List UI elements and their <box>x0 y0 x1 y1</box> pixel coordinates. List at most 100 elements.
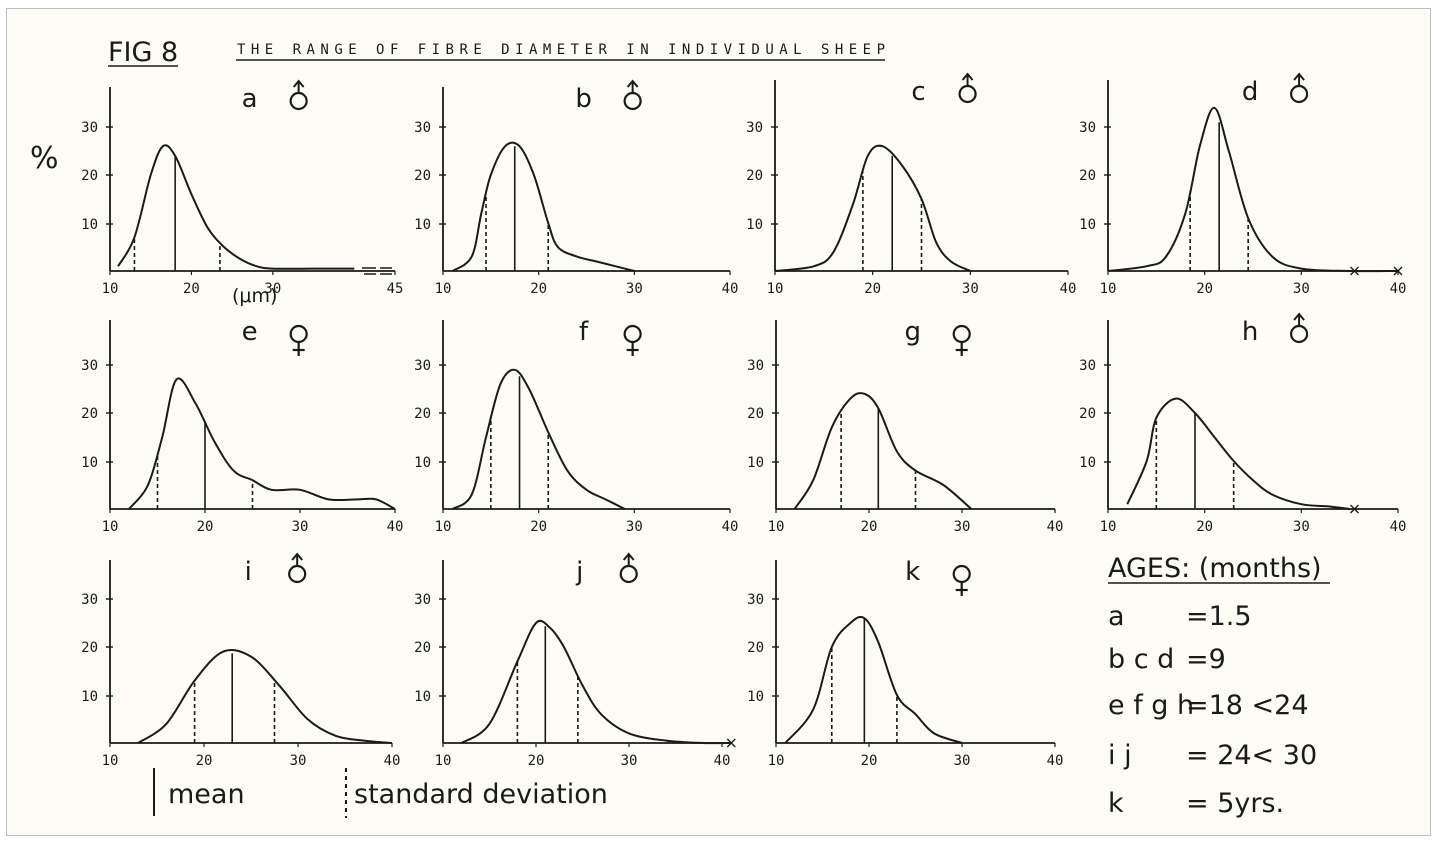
age-value-ij: = 24< 30 <box>1186 740 1317 771</box>
y-tick-label-h-30: 30 <box>1079 358 1096 374</box>
sex-symbol-e <box>289 324 308 356</box>
x-tick-label-e-30: 30 <box>292 519 309 535</box>
sex-symbol-b <box>623 79 642 111</box>
panel-group: 10 20 30 10 20 30 45 a 10 20 30 10 20 30 40 b 10 20 30 10 20… <box>81 72 1407 769</box>
x-tick-label-g-30: 30 <box>954 519 971 535</box>
panel-e: 10 20 30 10 20 30 40 e <box>81 317 403 535</box>
x-tick-label-c-30: 30 <box>962 281 979 297</box>
y-tick-label-j-20: 20 <box>414 640 431 656</box>
y-tick-label-b-30: 30 <box>414 120 431 136</box>
sex-circle-f <box>623 324 642 344</box>
panel-letter-a: a <box>242 84 258 114</box>
x-tick-label-b-40: 40 <box>722 281 739 297</box>
age-value-efgh: =18 <24 <box>1186 690 1309 721</box>
panel-d: 10 20 30 10 20 30 40 d <box>1079 72 1407 297</box>
y-tick-label-i-10: 10 <box>81 689 98 705</box>
distribution-curve-i <box>137 649 393 744</box>
panel-f: 10 20 30 10 20 30 40 f <box>414 317 738 535</box>
panel-letter-b: b <box>575 84 592 114</box>
sex-symbol-g <box>952 324 971 356</box>
x-tick-label-a-20: 20 <box>183 281 200 297</box>
y-tick-label-g-10: 10 <box>747 455 764 471</box>
legend-sd-label: standard deviation <box>354 779 608 810</box>
y-tick-label-b-10: 10 <box>414 217 431 233</box>
x-tick-label-k-20: 20 <box>861 753 878 769</box>
x-tick-label-e-20: 20 <box>197 519 214 535</box>
x-tick-label-f-30: 30 <box>626 519 643 535</box>
age-key-a: a <box>1108 601 1125 632</box>
distribution-curve-f <box>452 368 626 510</box>
x-tick-label-h-30: 30 <box>1293 519 1310 535</box>
panel-k: 10 20 30 10 20 30 40 k <box>747 557 1063 769</box>
x-tick-label-i-20: 20 <box>196 753 213 769</box>
panel-g: 10 20 30 10 20 30 40 g <box>747 317 1063 535</box>
x-tick-label-f-20: 20 <box>530 519 547 535</box>
x-tick-label-k-40: 40 <box>1047 753 1064 769</box>
distribution-curve-k <box>784 615 963 744</box>
panel-letter-f: f <box>579 317 589 347</box>
age-value-a: =1.5 <box>1186 601 1252 632</box>
panel-i: 10 20 30 10 20 30 40 i <box>81 552 400 769</box>
x-tick-label-g-40: 40 <box>1047 519 1064 535</box>
sex-arrow-i <box>291 552 303 561</box>
y-tick-label-c-20: 20 <box>746 168 763 184</box>
legend: mean standard deviation <box>153 768 608 818</box>
x-tick-label-i-30: 30 <box>290 753 307 769</box>
x-tick-label-b-20: 20 <box>530 281 547 297</box>
sex-arrow-a <box>292 79 305 88</box>
sex-arrow-j <box>622 552 635 561</box>
distribution-curve-b <box>452 141 635 272</box>
x-tick-label-c-10: 10 <box>767 281 784 297</box>
x-tick-label-c-40: 40 <box>1060 281 1077 297</box>
figure-title: THE RANGE OF FIBRE DIAMETER IN INDIVIDUA… <box>237 42 885 58</box>
x-tick-label-d-40: 40 <box>1390 281 1407 297</box>
age-key-k: k <box>1108 788 1124 819</box>
sex-circle-a <box>289 91 308 111</box>
sex-symbol-c <box>958 72 977 104</box>
x-tick-label-e-40: 40 <box>387 519 404 535</box>
y-tick-label-h-20: 20 <box>1079 406 1096 422</box>
sex-arrow-c <box>961 72 974 81</box>
axis-x-mark-j-0 <box>726 738 736 748</box>
x-tick-label-j-20: 20 <box>528 753 545 769</box>
sex-symbol-a <box>289 79 308 111</box>
age-key-bcd: b c d <box>1108 644 1174 675</box>
y-tick-label-d-30: 30 <box>1079 120 1096 136</box>
distribution-curve-d <box>1107 106 1399 273</box>
x-tick-label-a-30: 30 <box>264 281 281 297</box>
panel-letter-e: e <box>242 317 258 347</box>
panel-letter-k: k <box>905 557 920 587</box>
x-tick-label-d-10: 10 <box>1100 281 1117 297</box>
x-tick-label-f-40: 40 <box>722 519 739 535</box>
sex-symbol-f <box>623 324 642 356</box>
y-tick-label-c-10: 10 <box>746 217 763 233</box>
sex-symbol-k <box>952 564 971 596</box>
y-tick-label-e-10: 10 <box>81 455 98 471</box>
y-tick-label-e-30: 30 <box>81 358 98 374</box>
panel-letter-h: h <box>1242 317 1258 347</box>
panel-j: 10 20 30 10 20 30 40 j <box>414 552 736 769</box>
y-tick-label-k-20: 20 <box>747 640 764 656</box>
y-tick-label-k-30: 30 <box>747 592 764 608</box>
sex-circle-g <box>952 324 971 344</box>
sex-symbol-j <box>619 552 638 584</box>
panel-letter-d: d <box>1242 77 1259 107</box>
sex-circle-e <box>289 324 308 344</box>
sex-circle-h <box>1289 324 1309 344</box>
y-tick-label-a-20: 20 <box>81 168 98 184</box>
x-tick-label-a-10: 10 <box>102 281 119 297</box>
axis-x-mark-d-0 <box>1350 266 1359 276</box>
y-tick-label-j-10: 10 <box>414 689 431 705</box>
y-tick-label-d-20: 20 <box>1079 168 1096 184</box>
panel-h: 10 20 30 10 20 30 40 h <box>1079 312 1407 535</box>
x-tick-label-g-10: 10 <box>768 519 785 535</box>
axis-break-mark-a <box>362 267 392 275</box>
x-unit-label: (μm) <box>232 285 277 307</box>
x-tick-label-h-40: 40 <box>1390 519 1407 535</box>
distribution-curve-j <box>461 619 732 745</box>
x-tick-label-b-30: 30 <box>626 281 643 297</box>
sex-circle-i <box>288 564 307 584</box>
sex-symbol-i <box>288 552 307 584</box>
y-tick-label-a-10: 10 <box>81 217 98 233</box>
